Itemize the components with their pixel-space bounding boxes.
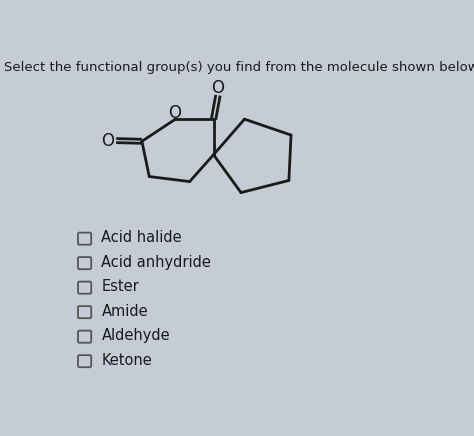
Text: Ester: Ester bbox=[101, 279, 139, 294]
Text: Ketone: Ketone bbox=[101, 353, 152, 368]
Text: Amide: Amide bbox=[101, 303, 148, 319]
Text: Acid anhydride: Acid anhydride bbox=[101, 255, 211, 269]
Text: O: O bbox=[101, 132, 115, 150]
Text: Aldehyde: Aldehyde bbox=[101, 328, 170, 343]
Text: Select the functional group(s) you find from the molecule shown below.: Select the functional group(s) you find … bbox=[4, 61, 474, 74]
Text: O: O bbox=[211, 79, 225, 97]
Text: Acid halide: Acid halide bbox=[101, 230, 182, 245]
Text: O: O bbox=[168, 104, 182, 123]
